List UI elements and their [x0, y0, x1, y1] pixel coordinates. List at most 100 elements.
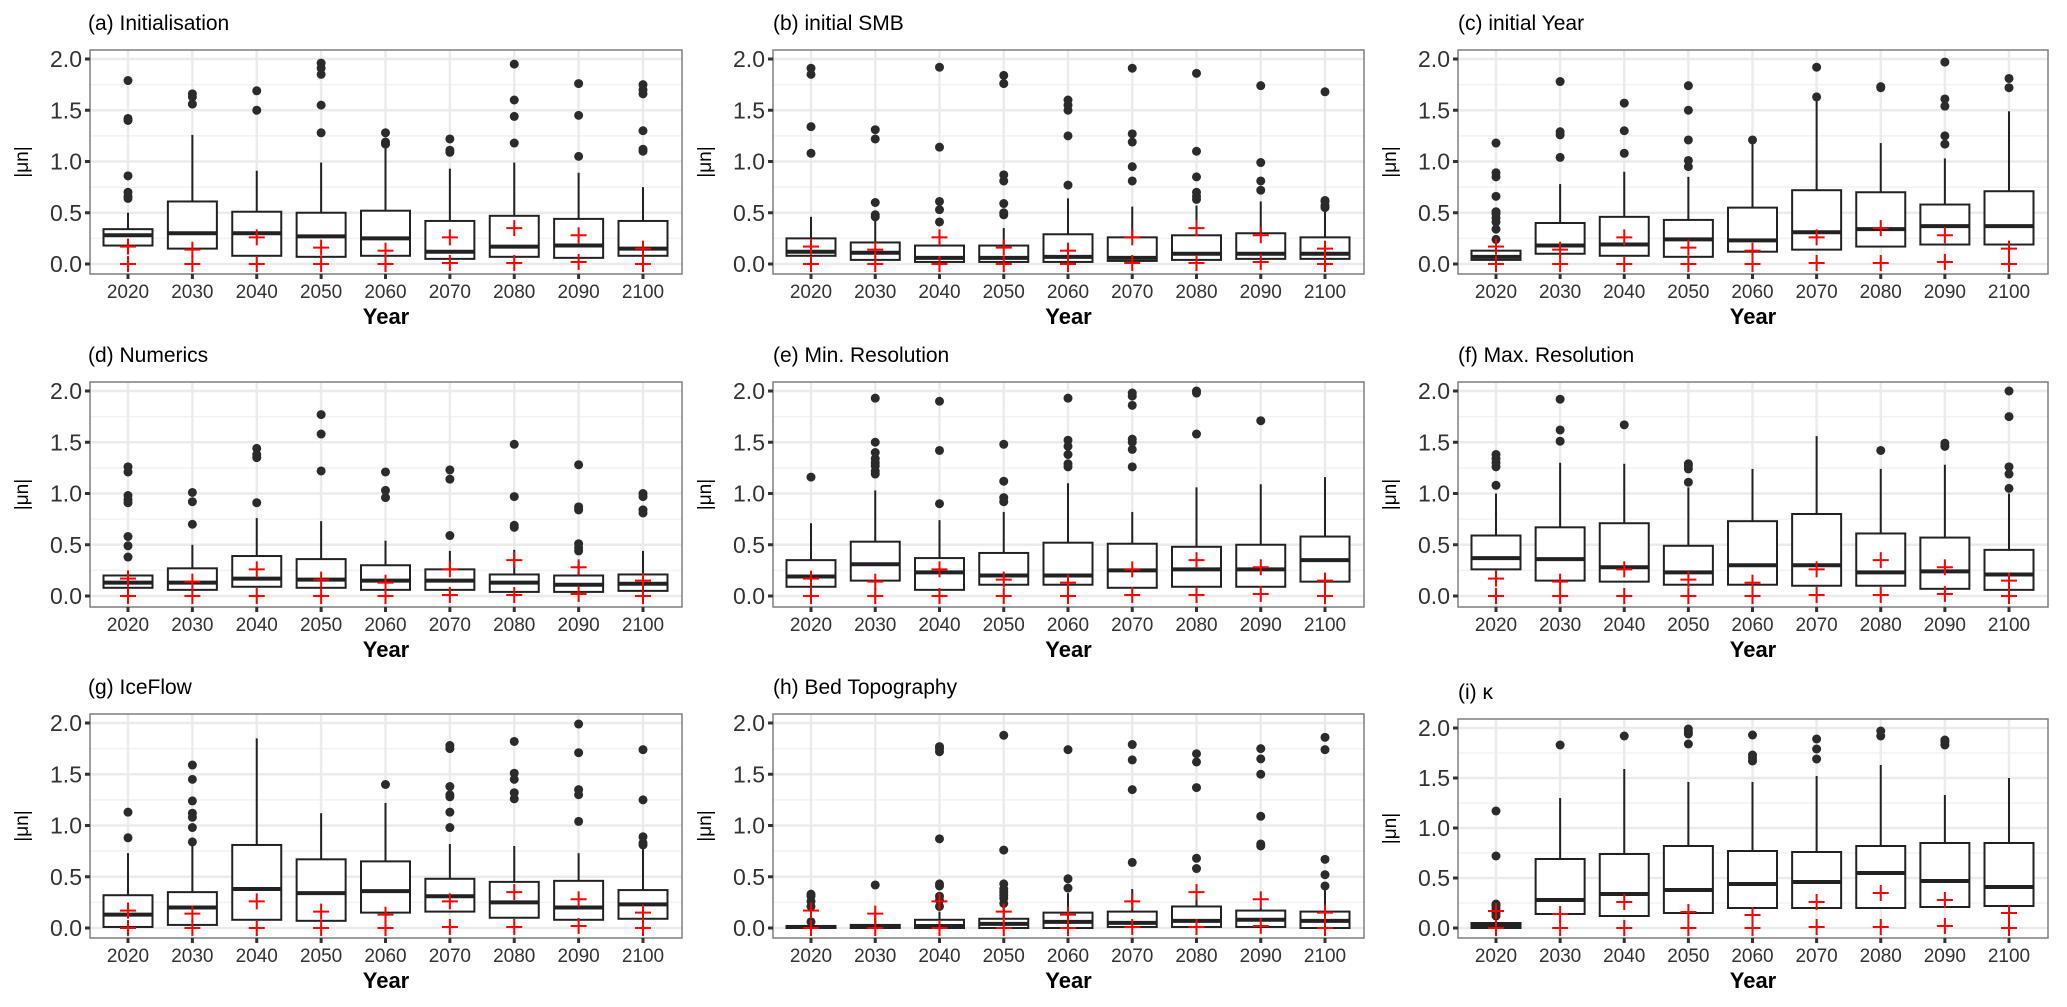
y-tick-label: 1.0: [50, 149, 82, 175]
reference-cross-upper: [1188, 220, 1205, 237]
reference-cross-upper: [1680, 571, 1697, 588]
reference-cross-lower: [867, 256, 884, 272]
reference-cross-lower: [313, 920, 330, 936]
y-tick-label: 0.0: [733, 251, 765, 277]
outlier-point: [1683, 477, 1693, 487]
outlier-point: [1748, 750, 1757, 760]
outlier-point: [123, 552, 133, 562]
outlier-point: [1619, 126, 1629, 136]
box-2060: [1727, 730, 1778, 909]
outlier-point: [638, 838, 648, 848]
reference-cross-lower: [2001, 920, 2017, 936]
outlier-point: [316, 410, 326, 420]
reference-cross-lower: [635, 920, 651, 936]
outlier-point: [574, 719, 584, 729]
outlier-point: [123, 76, 133, 86]
reference-cross-lower: [635, 588, 651, 604]
outlier-point: [638, 745, 648, 755]
x-tick-label: 2030: [854, 946, 896, 967]
outlier-point: [381, 137, 390, 147]
outlier-point: [999, 79, 1009, 89]
chart-panel-g: (g) IceFlow 0.0 0.5 1.0 1.5 2.0 2020 2030 2040 20…: [12, 676, 683, 993]
reference-cross-upper: [1317, 904, 1333, 921]
reference-cross-upper: [1808, 561, 1825, 578]
chart-panel-e: (e) Min. Resolution 0.0 0.5 1.0 1.5 2.0 2020 20…: [695, 344, 1365, 662]
y-axis-label: |μn|: [12, 479, 33, 510]
chart-panel-h: (h) Bed Topography 0.0 0.5 1.0 1.5 2.0 2020 203…: [695, 676, 1365, 993]
reference-cross-upper: [1936, 559, 1953, 576]
outlier-point: [638, 795, 648, 805]
reference-cross-lower: [570, 253, 587, 270]
x-tick-label: 2030: [1539, 282, 1581, 303]
outlier-point: [1192, 146, 1201, 156]
reference-cross-lower: [931, 588, 948, 604]
box-iqr: [1662, 845, 1714, 914]
outlier-point: [316, 128, 326, 138]
reference-cross-upper: [120, 902, 136, 919]
outlier-point: [123, 833, 133, 843]
box-iqr: [166, 200, 218, 250]
outlier-point: [509, 520, 519, 530]
outlier-point: [935, 62, 944, 72]
outlier-point: [381, 780, 390, 789]
outlier-point: [870, 198, 880, 207]
reference-cross-upper: [803, 902, 819, 919]
reference-cross-lower: [377, 920, 394, 936]
x-tick-label: 2100: [1988, 946, 2030, 967]
reference-cross-lower: [1872, 919, 1889, 935]
outlier-point: [935, 142, 944, 152]
y-tick-label: 1.5: [50, 761, 82, 787]
outlier-point: [999, 199, 1009, 209]
outlier-point: [509, 774, 519, 784]
reference-cross-upper: [1252, 891, 1269, 908]
outlier-point: [316, 100, 326, 110]
outlier-point: [1256, 811, 1266, 821]
y-tick-label: 1.0: [50, 813, 82, 839]
reference-cross-lower: [313, 588, 330, 604]
y-tick-label: 0.5: [733, 864, 765, 890]
reference-cross-upper: [441, 561, 458, 578]
reference-cross-lower: [441, 918, 458, 935]
outlier-point: [1491, 806, 1501, 816]
reference-cross-upper: [2001, 572, 2017, 589]
outlier-point: [187, 487, 197, 497]
outlier-point: [1256, 185, 1266, 195]
outlier-point: [1812, 62, 1822, 72]
box-iqr: [1534, 858, 1586, 915]
box-iqr: [1983, 842, 2035, 907]
outlier-point: [1491, 224, 1501, 234]
x-axis-label: Year: [1730, 304, 1777, 329]
outlier-point: [381, 485, 390, 495]
outlier-point: [1127, 740, 1137, 750]
reference-cross-lower: [1060, 256, 1076, 272]
x-tick-label: 2100: [1304, 282, 1346, 303]
reference-cross-upper: [867, 573, 884, 590]
reference-cross-upper: [1616, 229, 1633, 246]
x-tick-label: 2070: [1795, 282, 1837, 303]
outlier-point: [1127, 63, 1137, 73]
outlier-point: [870, 125, 880, 135]
y-tick-label: 2.0: [50, 378, 82, 404]
x-tick-label: 2090: [1240, 282, 1282, 303]
y-tick-label: 2.0: [733, 710, 765, 736]
outlier-point: [1256, 81, 1266, 91]
x-tick-label: 2050: [300, 282, 342, 303]
outlier-point: [1619, 420, 1629, 430]
reference-cross-upper: [635, 240, 651, 257]
outlier-point: [1320, 195, 1330, 205]
outlier-point: [1812, 734, 1822, 744]
outlier-point: [1192, 749, 1201, 759]
y-axis-label: |μn|: [12, 810, 33, 841]
outlier-point: [1812, 754, 1822, 764]
reference-cross-lower: [441, 586, 458, 603]
panel-title: (b) initial SMB: [773, 12, 904, 35]
reference-cross-upper: [1552, 906, 1569, 922]
outlier-point: [870, 880, 880, 890]
reference-cross-lower: [2001, 256, 2017, 272]
reference-cross-lower: [184, 588, 201, 604]
x-tick-label: 2090: [1924, 615, 1966, 636]
reference-cross-lower: [1680, 256, 1697, 272]
outlier-point: [1063, 441, 1073, 451]
outlier-point: [1619, 731, 1629, 741]
x-tick-label: 2030: [171, 615, 213, 636]
